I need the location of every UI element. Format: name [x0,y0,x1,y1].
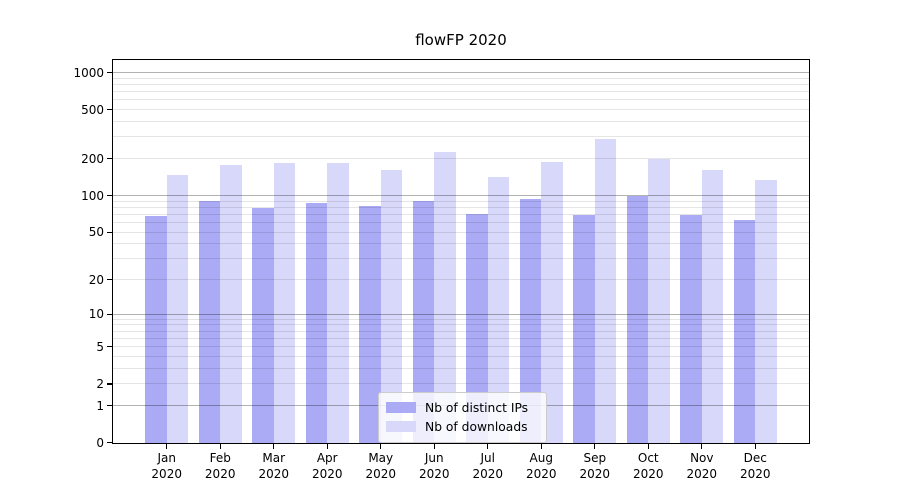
legend-label-downloads: Nb of downloads [425,419,528,434]
y-tick-mark [107,313,112,315]
bar-ips-nov [680,214,702,443]
bar-downloads-jan [166,175,188,443]
bar-downloads-jul [487,176,510,443]
y-tick-label: 0 [96,435,104,450]
bar-ips-may [359,205,381,443]
y-tick-label: 5 [96,339,104,354]
y-tick-mark [107,72,112,74]
x-tick-label-dec: Dec 2020 [740,451,771,481]
legend-label-distinct-ips: Nb of distinct IPs [425,400,529,415]
x-tick-label-apr: Apr 2020 [311,451,343,481]
y-tick-mark [107,405,112,407]
y-tick-label: 500 [81,102,104,117]
bar-downloads-nov [701,169,724,443]
x-tick-label-mar: Mar 2020 [258,451,289,481]
bar-downloads-feb [220,165,242,443]
x-tick-label-feb: Feb 2020 [204,451,236,481]
y-tick-mark [107,346,112,348]
x-tick-label-jun: Jun 2020 [418,451,450,481]
bar-ips-oct [626,195,649,443]
y-tick-mark [107,158,112,160]
x-tick-label-jan: Jan 2020 [151,451,182,481]
x-tick-mark [166,444,168,449]
y-tick-label: 1000 [73,65,104,80]
x-tick-label-may: May 2020 [365,451,396,481]
x-tick-mark [701,444,703,449]
x-tick-label-nov: Nov 2020 [686,451,718,481]
y-tick-label: 2 [96,376,104,391]
x-tick-label-aug: Aug 2020 [525,451,557,481]
bar-ips-feb [198,201,220,443]
bar-ips-apr [305,202,328,443]
plot-area [112,59,810,444]
bar-downloads-sep [594,139,617,443]
y-tick-mark [107,442,112,444]
bar-ips-dec [733,220,756,443]
legend-item-downloads: Nb of downloads [386,417,538,436]
y-tick-label: 200 [81,151,104,166]
x-tick-mark [754,444,756,449]
bar-downloads-mar [273,162,296,443]
bar-downloads-oct [648,159,670,443]
x-tick-label-jul: Jul 2020 [472,451,504,481]
y-tick-mark [107,109,112,111]
legend-swatch-downloads [386,421,416,432]
bar-downloads-dec [755,180,777,443]
bar-ips-aug [519,199,542,443]
legend: Nb of distinct IPs Nb of downloads [378,392,547,443]
x-tick-mark [540,444,542,449]
bar-downloads-aug [541,161,563,443]
bar-ips-sep [573,214,595,443]
y-tick-label: 20 [88,272,104,287]
y-tick-mark [107,279,112,281]
bars-layer [113,60,809,443]
y-tick-label: 50 [88,225,104,240]
y-tick-label: 100 [81,188,104,203]
y-tick-mark [107,195,112,197]
y-tick-mark [107,231,112,233]
x-tick-mark [380,444,382,449]
x-tick-mark [487,444,489,449]
x-tick-mark [594,444,596,449]
legend-swatch-distinct-ips [386,402,416,413]
x-tick-mark [433,444,435,449]
legend-item-distinct-ips: Nb of distinct IPs [386,398,538,417]
chart-title: flowFP 2020 [415,31,507,49]
x-tick-mark [273,444,275,449]
bar-ips-mar [252,208,274,443]
x-tick-label-sep: Sep 2020 [579,451,611,481]
x-tick-mark [647,444,649,449]
bar-ips-jun [412,201,435,443]
y-tick-label: 1 [96,398,104,413]
bar-ips-jan [145,216,167,443]
x-tick-mark [326,444,328,449]
x-tick-label-oct: Oct 2020 [632,451,664,481]
bar-ips-jul [466,214,488,443]
x-tick-mark [219,444,221,449]
bar-downloads-jun [434,152,456,443]
bar-downloads-may [380,169,403,443]
bar-downloads-apr [327,163,349,443]
y-tick-label: 10 [88,307,104,322]
y-tick-mark [107,383,112,385]
